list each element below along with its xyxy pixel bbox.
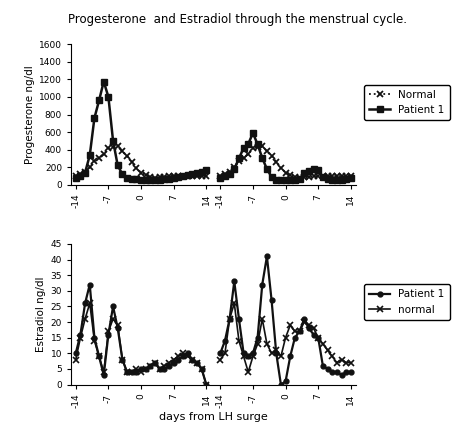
Y-axis label: Estradiol ng/dl: Estradiol ng/dl <box>36 277 46 352</box>
X-axis label: days from LH surge: days from LH surge <box>159 412 268 423</box>
Legend: Normal, Patient 1: Normal, Patient 1 <box>364 84 450 120</box>
Text: Progesterone  and Estradiol through the menstrual cycle.: Progesterone and Estradiol through the m… <box>67 13 407 26</box>
Legend: Patient 1, normal: Patient 1, normal <box>364 284 450 320</box>
Y-axis label: Progesterone ng/dl: Progesterone ng/dl <box>25 65 35 164</box>
